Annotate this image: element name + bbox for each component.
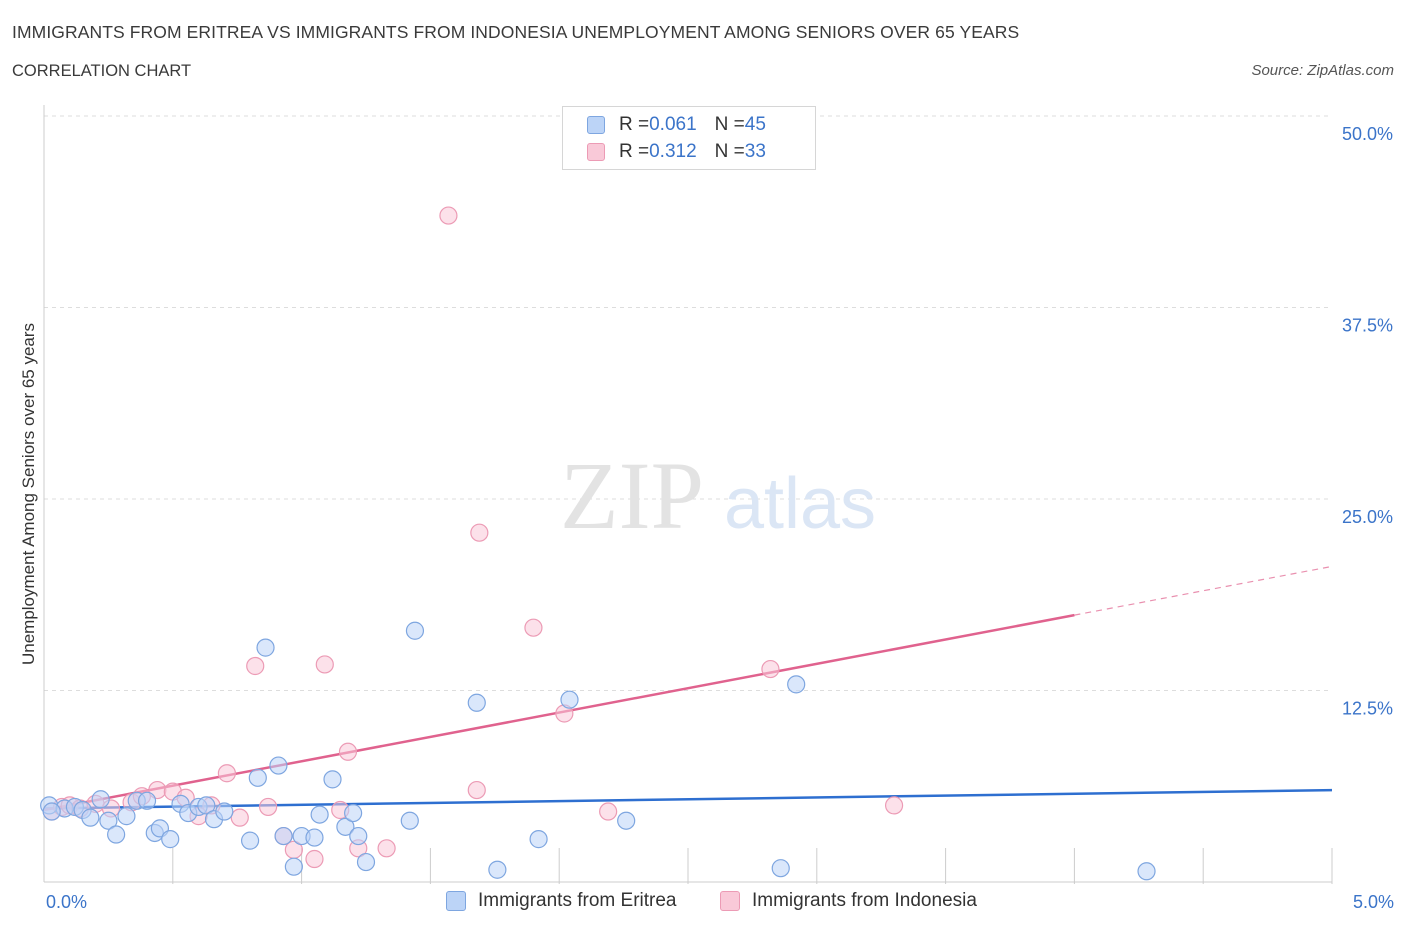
eritrea-n-value: 45 [744, 114, 766, 135]
eritrea-point-5[interactable] [91, 790, 110, 809]
eritrea-point-43[interactable] [1137, 862, 1156, 881]
indonesia-point-24[interactable] [377, 839, 396, 858]
indonesia-point-16[interactable] [259, 797, 278, 817]
y-tick-label-3: 50.0% [1342, 124, 1393, 144]
eritrea-point-44[interactable] [42, 802, 61, 821]
eritrea-point-8[interactable] [117, 807, 136, 826]
eritrea-point-20[interactable] [240, 831, 260, 850]
indonesia-point-14[interactable] [230, 808, 249, 827]
eritrea-point-34[interactable] [400, 811, 419, 830]
chart-subtitle: CORRELATION CHART [12, 62, 192, 80]
indonesia-point-22[interactable] [338, 742, 358, 761]
y-tick-labels: 12.5% 25.0% 37.5% 50.0% [1342, 124, 1393, 719]
indonesia-point-27[interactable] [470, 523, 489, 542]
eritrea-point-36[interactable] [467, 693, 486, 712]
eritrea-trend-line [43, 788, 1333, 810]
gridlines [44, 115, 1332, 691]
eritrea-point-41[interactable] [771, 859, 790, 878]
x-tick-label-max: 5.0% [1353, 892, 1394, 912]
indonesia-point-15[interactable] [246, 656, 265, 676]
legend-row-eritrea: R = 0.061 N = 45 [587, 113, 766, 137]
watermark: ZIP atlas [560, 442, 876, 549]
eritrea-point-29[interactable] [323, 770, 342, 789]
indonesia-point-20[interactable] [315, 655, 334, 674]
indonesia-trend-extension [1074, 565, 1333, 616]
eritrea-point-21[interactable] [248, 768, 267, 787]
indonesia-point-25[interactable] [439, 206, 458, 225]
x-tick-label-min: 0.0% [46, 892, 87, 912]
eritrea-point-28[interactable] [310, 805, 329, 824]
eritrea-point-33[interactable] [356, 852, 376, 872]
eritrea-point-13[interactable] [161, 830, 180, 849]
legend-indonesia-label: Immigrants from Indonesia [752, 890, 977, 911]
indonesia-point-30[interactable] [599, 802, 618, 821]
eritrea-point-6[interactable] [99, 811, 118, 830]
indonesia-r-value: 0.312 [649, 141, 697, 162]
eritrea-point-39[interactable] [560, 690, 579, 709]
x-ticks [172, 848, 1333, 884]
eritrea-point-27[interactable] [305, 828, 324, 847]
watermark-zip: ZIP [560, 442, 704, 549]
eritrea-point-10[interactable] [137, 791, 157, 810]
y-axis-label: Unemployment Among Seniors over 65 years [19, 323, 38, 665]
eritrea-point-35[interactable] [405, 621, 425, 640]
eritrea-swatch [587, 116, 605, 134]
indonesia-point-31[interactable] [761, 659, 780, 679]
eritrea-point-37[interactable] [488, 860, 507, 879]
eritrea-r-label: R = [619, 114, 650, 135]
legend-eritrea-label: Immigrants from Eritrea [478, 890, 677, 911]
eritrea-point-7[interactable] [107, 825, 126, 844]
indonesia-n-value: 33 [744, 141, 766, 162]
source-label: Source: ZipAtlas.com [1251, 62, 1394, 79]
eritrea-point-32[interactable] [349, 826, 368, 846]
series-legend: Immigrants from Eritrea Immigrants from … [0, 890, 1406, 916]
y-tick-label-1: 25.0% [1342, 507, 1393, 527]
indonesia-point-32[interactable] [884, 796, 904, 815]
eritrea-points [40, 621, 1156, 881]
eritrea-point-31[interactable] [344, 803, 363, 823]
indonesia-point-28[interactable] [524, 618, 543, 637]
legend-indonesia-swatch [720, 891, 740, 911]
trend-lines [43, 565, 1333, 812]
eritrea-n-label: N = [714, 114, 745, 135]
y-tick-label-2: 37.5% [1342, 316, 1393, 336]
eritrea-point-38[interactable] [529, 830, 548, 849]
eritrea-point-4[interactable] [81, 808, 100, 827]
indonesia-n-label: N = [714, 141, 745, 162]
eritrea-point-19[interactable] [215, 802, 234, 821]
eritrea-point-17[interactable] [197, 796, 216, 815]
watermark-atlas: atlas [724, 464, 876, 544]
eritrea-point-40[interactable] [617, 811, 636, 830]
indonesia-point-19[interactable] [305, 849, 324, 869]
eritrea-r-value: 0.061 [649, 114, 697, 135]
indonesia-point-26[interactable] [467, 780, 486, 800]
eritrea-point-30[interactable] [336, 817, 355, 836]
eritrea-point-23[interactable] [269, 756, 288, 775]
chart-title: IMMIGRANTS FROM ERITREA VS IMMIGRANTS FR… [12, 22, 1020, 42]
eritrea-point-24[interactable] [274, 826, 293, 846]
eritrea-point-25[interactable] [284, 857, 303, 876]
indonesia-r-label: R = [619, 141, 650, 162]
indonesia-swatch [587, 143, 605, 161]
stats-legend: R = 0.061 N = 45 R = 0.312 N = 33 [562, 106, 816, 170]
legend-eritrea-swatch [446, 891, 466, 911]
eritrea-point-42[interactable] [787, 675, 806, 694]
legend-item-eritrea[interactable]: Immigrants from Eritrea [446, 890, 676, 912]
legend-item-indonesia[interactable]: Immigrants from Indonesia [720, 890, 977, 912]
indonesia-point-13[interactable] [217, 764, 236, 783]
eritrea-point-22[interactable] [256, 638, 275, 657]
legend-row-indonesia: R = 0.312 N = 33 [587, 140, 766, 164]
y-tick-label-0: 12.5% [1342, 699, 1393, 719]
